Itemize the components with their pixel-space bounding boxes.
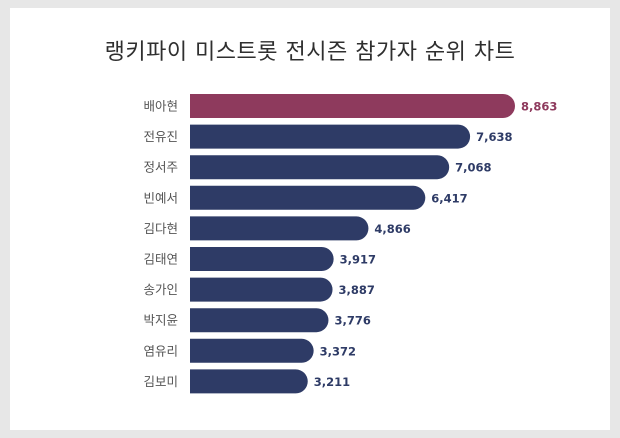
data-label: 3,211 bbox=[314, 375, 350, 389]
bar bbox=[190, 247, 334, 271]
category-label: 빈예서 bbox=[143, 190, 178, 205]
bar bbox=[190, 308, 329, 333]
bar bbox=[190, 155, 450, 180]
bar bbox=[190, 185, 426, 210]
data-label: 3,372 bbox=[320, 344, 356, 358]
category-label: 박지윤 bbox=[143, 313, 178, 328]
bar bbox=[190, 277, 333, 302]
bar bbox=[190, 369, 308, 394]
data-label: 7,638 bbox=[476, 130, 512, 144]
data-label: 4,866 bbox=[374, 222, 410, 236]
category-label: 염유리 bbox=[143, 343, 178, 358]
bar bbox=[190, 216, 369, 241]
data-label: 7,068 bbox=[455, 161, 491, 175]
chart-title: 랭키파이 미스트롯 전시즌 참가자 순위 차트 bbox=[104, 40, 516, 65]
data-label: 3,887 bbox=[339, 283, 375, 297]
data-label: 3,776 bbox=[334, 314, 370, 328]
category-label: 김보미 bbox=[143, 374, 178, 389]
category-label: 배아현 bbox=[143, 99, 178, 114]
category-label: 김태연 bbox=[143, 252, 178, 267]
category-label: 전유진 bbox=[143, 129, 178, 144]
bar bbox=[190, 338, 314, 363]
data-label: 6,417 bbox=[431, 191, 467, 205]
bar bbox=[190, 124, 471, 149]
category-label: 김다현 bbox=[143, 221, 178, 236]
data-label: 3,917 bbox=[340, 253, 376, 267]
bar bbox=[190, 94, 515, 118]
category-label: 정서주 bbox=[143, 160, 178, 175]
data-label: 8,863 bbox=[521, 100, 557, 114]
category-label: 송가인 bbox=[143, 282, 178, 297]
